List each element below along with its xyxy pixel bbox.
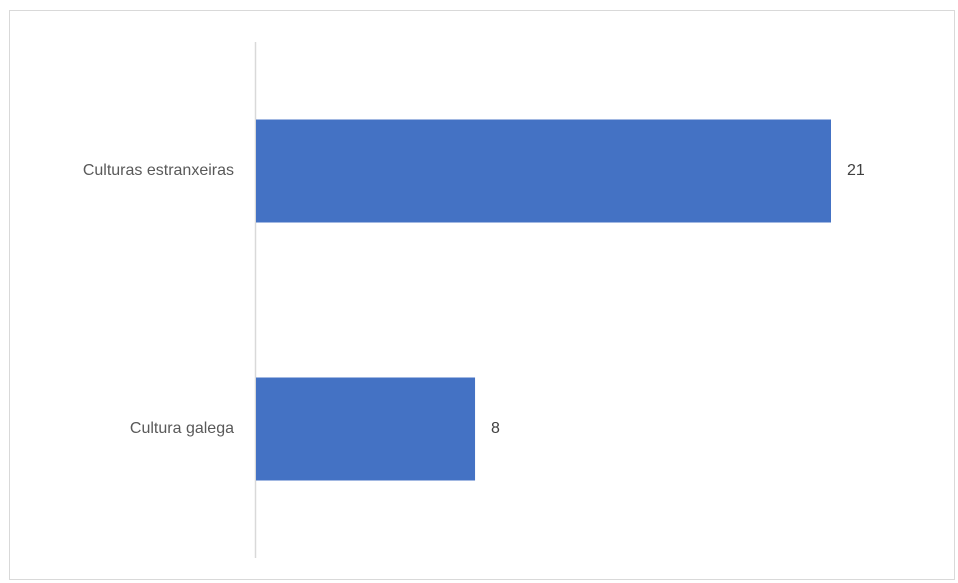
bars-group	[256, 119, 831, 481]
labels-group: Culturas estranxeiras 21 Cultura galega 8	[83, 162, 865, 437]
category-label-1: Culturas estranxeiras	[83, 162, 234, 179]
data-label-2: 8	[491, 420, 500, 437]
category-label-2: Cultura galega	[130, 420, 234, 437]
bar-1	[256, 119, 831, 223]
bar-2	[256, 377, 476, 481]
chart-area	[9, 10, 955, 580]
data-label-1: 21	[847, 162, 865, 179]
